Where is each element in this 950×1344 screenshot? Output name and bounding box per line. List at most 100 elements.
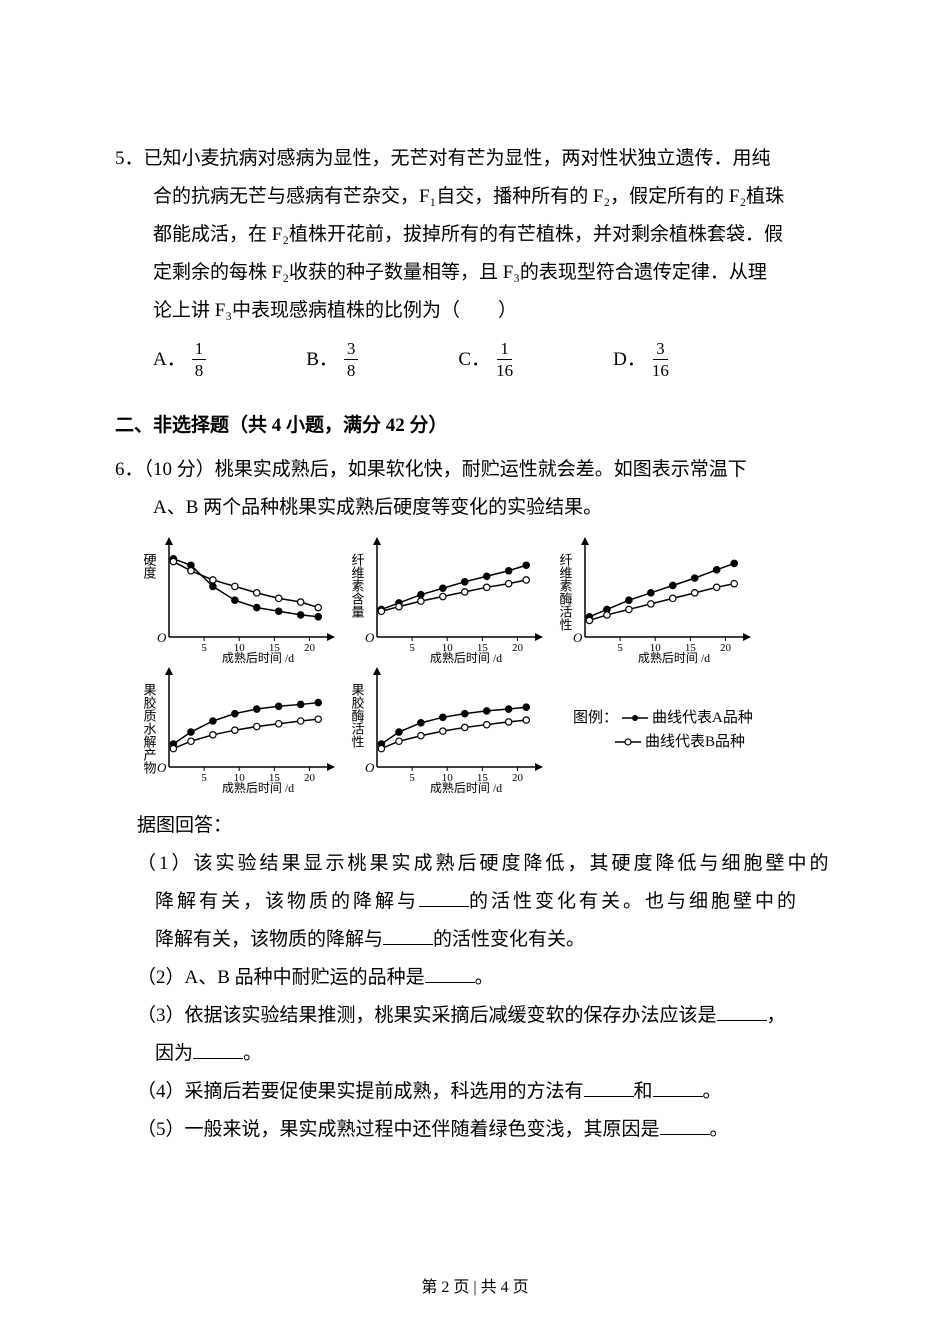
svg-text:5: 5 [409,772,415,784]
svg-text:20: 20 [512,772,524,784]
blank-3 [425,962,475,983]
page-footer: 第 2 页 | 共 4 页 [0,1272,950,1304]
q5-line1: 已知小麦抗病对感病为显性，无芒对有芒为显性，两对性状独立遗传．用纯 [144,148,771,169]
svg-text:果胶质水解产物: 果胶质水解产物 [142,683,157,775]
opt-b-label: B． [306,341,338,379]
svg-text:5: 5 [201,772,207,784]
svg-text:O: O [365,760,375,775]
legend-a-line: 图例： 曲线代表A品种 [573,706,753,730]
legend-title: 图例： [573,706,618,730]
svg-text:20: 20 [304,772,316,784]
chart-legend: 图例： 曲线代表A品种 曲线代表B品种 [553,665,753,795]
sub2-post: 。 [475,967,494,988]
svg-text:20: 20 [720,642,732,654]
q5-options: A． 1 8 B． 3 8 C． 1 16 D． 3 16 [115,340,835,379]
svg-text:5: 5 [617,642,623,654]
frac-den: 8 [195,360,204,379]
sub3b-pre: 因为 [155,1043,193,1064]
svg-text:5: 5 [409,642,415,654]
svg-text:20: 20 [512,642,524,654]
chart-row-1: O5101520成熟后时间 /d硬度 O5101520成熟后时间 /d纤维素含量… [137,535,757,665]
q5-number: 5． [115,148,144,169]
frac-num: 1 [192,340,207,360]
chart-hardness: O5101520成熟后时间 /d硬度 [137,535,337,665]
svg-text:O: O [157,630,167,645]
fraction-b: 3 8 [344,340,359,379]
q5-stem: 5．已知小麦抗病对感病为显性，无芒对有芒为显性，两对性状独立遗传．用纯 [115,140,835,178]
q6-line1: （10 分）桃果实成熟后，如果软化快，耐贮运性就会差。如图表示常温下 [144,459,747,480]
frac-den: 16 [652,360,669,379]
blank-7 [653,1076,703,1097]
q5-line5: 论上讲 F₃中表现感病植株的比例为（ ） [115,292,835,330]
option-b: B． 3 8 [306,340,358,379]
question-6: 6．（10 分）桃果实成熟后，如果软化快，耐贮运性就会差。如图表示常温下 A、B… [115,451,835,1149]
sub1b-post: 的活性变化有关。也与细胞壁中的 [469,891,799,912]
chart-row-2: O5101520成熟后时间 /d果胶质水解产物 O5101520成熟后时间 /d… [137,665,757,795]
q5-line4: 定剩余的每株 F₂收获的种子数量相等，且 F₃的表现型符合遗传定律．从理 [115,254,835,292]
fraction-d: 3 16 [652,340,669,379]
sub4-post: 。 [703,1081,722,1102]
opt-c-label: C． [458,341,490,379]
svg-text:成熟后时间 /d: 成熟后时间 /d [430,650,502,665]
q6-sub1c: 降解有关，该物质的降解与的活性变化有关。 [115,921,835,959]
svg-text:20: 20 [304,642,316,654]
q6-after-chart: 据图回答： [115,807,835,845]
q6-stem: 6．（10 分）桃果实成熟后，如果软化快，耐贮运性就会差。如图表示常温下 [115,451,835,489]
opt-a-label: A． [153,341,186,379]
chart-cellulase-activity: O5101520成熟后时间 /d纤维素酶活性 [553,535,753,665]
q6-number: 6． [115,459,144,480]
frac-num: 3 [344,340,359,360]
q6-line2: A、B 两个品种桃果实成熟后硬度等变化的实验结果。 [115,489,835,527]
sub2-pre: （2）A、B 品种中耐贮运的品种是 [137,967,425,988]
svg-text:果胶酶活性: 果胶酶活性 [350,683,365,748]
svg-text:成熟后时间 /d: 成熟后时间 /d [222,650,294,665]
sub3-pre: （3）依据该实验结果推测，桃果实采摘后减缓变软的保存办法应该是 [137,1005,717,1026]
option-c: C． 1 16 [458,340,513,379]
chart-pectin-hydrolysis: O5101520成熟后时间 /d果胶质水解产物 [137,665,337,795]
fraction-a: 1 8 [192,340,207,379]
blank-6 [584,1076,634,1097]
sub3-post: ， [767,1005,786,1026]
charts-container: O5101520成熟后时间 /d硬度 O5101520成熟后时间 /d纤维素含量… [137,535,757,795]
q6-sub5: （5）一般来说，果实成熟过程中还伴随着绿色变浅，其原因是。 [115,1111,835,1149]
legend-a-icon [622,712,648,724]
svg-text:O: O [365,630,375,645]
chart-pectinase-activity: O5101520成熟后时间 /d果胶酶活性 [345,665,545,795]
frac-den: 16 [496,360,513,379]
fraction-c: 1 16 [496,340,513,379]
svg-text:纤维素含量: 纤维素含量 [350,553,365,618]
blank-4 [717,1000,767,1021]
frac-den: 8 [347,360,356,379]
sub1b-pre: 降解有关，该物质的降解与 [155,891,419,912]
option-d: D． 3 16 [613,340,669,379]
legend-b-line: 曲线代表B品种 [573,730,753,754]
section-2-title: 二、非选择题（共 4 小题，满分 42 分） [115,407,835,445]
q6-sub1b: 降解有关，该物质的降解与 的活性变化有关。也与细胞壁中的 [115,883,835,921]
frac-num: 1 [497,340,512,360]
q5-line3: 都能成活，在 F₂植株开花前，拔掉所有的有芒植株，并对剩余植株套袋．假 [115,216,835,254]
blank-5 [193,1038,243,1059]
legend-a-text: 曲线代表A品种 [652,706,753,730]
svg-text:O: O [157,760,167,775]
blank-8 [660,1114,710,1135]
legend-b-icon [615,736,641,748]
svg-text:纤维素酶活性: 纤维素酶活性 [558,553,573,631]
sub5-post: 。 [710,1119,729,1140]
q6-sub3: （3）依据该实验结果推测，桃果实采摘后减缓变软的保存办法应该是 ， [115,997,835,1035]
q6-sub2: （2）A、B 品种中耐贮运的品种是 。 [115,959,835,997]
sub3b-post: 。 [243,1043,262,1064]
chart-cellulose-content: O5101520成熟后时间 /d纤维素含量 [345,535,545,665]
svg-text:硬度: 硬度 [142,553,157,579]
q6-sub4: （4）采摘后若要促使果实提前成熟，科选用的方法有和。 [115,1073,835,1111]
option-a: A． 1 8 [153,340,206,379]
legend-b-text: 曲线代表B品种 [645,730,745,754]
sub4-mid: 和 [634,1081,653,1102]
opt-d-label: D． [613,341,646,379]
sub1c-post: 的活性变化有关。 [433,929,585,950]
svg-text:成熟后时间 /d: 成熟后时间 /d [222,780,294,795]
svg-text:成熟后时间 /d: 成熟后时间 /d [638,650,710,665]
q6-sub3b: 因为 。 [115,1035,835,1073]
svg-text:O: O [573,630,583,645]
question-5: 5．已知小麦抗病对感病为显性，无芒对有芒为显性，两对性状独立遗传．用纯 合的抗病… [115,140,835,379]
frac-num: 3 [653,340,668,360]
